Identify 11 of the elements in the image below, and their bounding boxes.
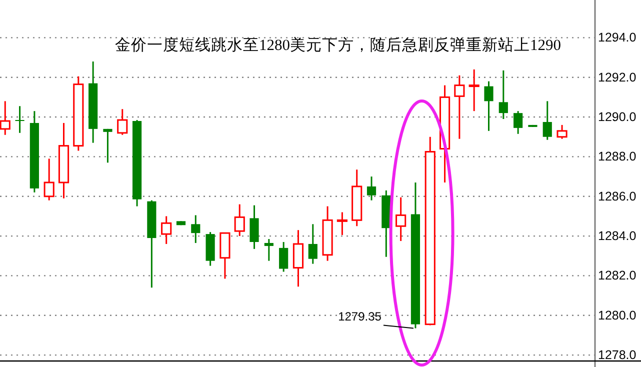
y-tick-label: 1292.0 (598, 70, 636, 84)
y-tick-label: 1278.0 (598, 348, 636, 362)
y-tick-label: 1284.0 (598, 229, 636, 244)
text: 金价一度短线跳水至1280美元下方，随后急剧反弹重新站上1290 (115, 36, 562, 54)
y-tick-label: 1286.0 (598, 189, 636, 204)
annotation: 1279.35 (338, 309, 382, 324)
y-tick-label: 1282.0 (598, 268, 636, 283)
y-tick-label: 1290.0 (598, 110, 636, 124)
y-tick-label: 1280.0 (598, 308, 636, 322)
y-tick-label: 1288.0 (598, 150, 636, 164)
y-tick-label: 1294.0 (598, 30, 636, 45)
